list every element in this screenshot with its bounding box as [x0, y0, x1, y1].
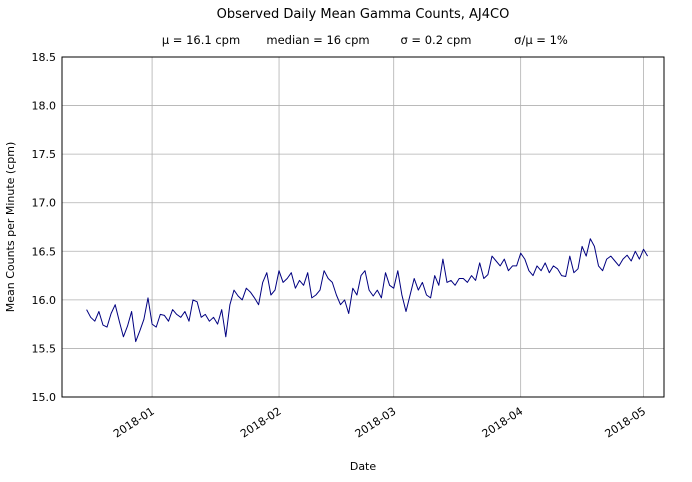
data-layer: [86, 238, 649, 343]
y-tick-label: 17.0: [32, 197, 57, 210]
y-tick-label: 16.5: [32, 245, 57, 258]
plot-frame: [61, 56, 665, 398]
x-tick-label: 2018-01: [111, 405, 157, 441]
grid-layer: [62, 56, 664, 398]
tick-layer: 15.0 15.5 16.0 16.5 17.0 17.5 18.0 18.5 2018-01 2…: [32, 51, 649, 441]
stat-sigma: σ = 0.2 cpm: [400, 33, 471, 47]
stat-sigma-over-mu: σ/μ = 1%: [514, 33, 568, 47]
stat-mean: μ = 16.1 cpm: [162, 33, 240, 47]
x-tick-label: 2018-03: [353, 405, 399, 441]
y-tick-label: 16.0: [32, 294, 57, 307]
x-tick-label: 2018-04: [480, 405, 526, 441]
chart-title: Observed Daily Mean Gamma Counts, AJ4CO: [217, 7, 510, 22]
x-tick-label: 2018-02: [238, 405, 284, 441]
y-axis-label: Mean Counts per Minute (cpm): [4, 142, 17, 313]
y-tick-label: 15.0: [32, 391, 57, 404]
x-tick-label: 2018-05: [603, 405, 649, 441]
y-tick-label: 15.5: [32, 342, 57, 355]
y-tick-label: 17.5: [32, 148, 57, 161]
data-line: [86, 238, 649, 343]
frame-layer: [61, 56, 665, 398]
y-tick-label: 18.0: [32, 100, 57, 113]
stat-median: median = 16 cpm: [266, 33, 369, 47]
x-axis-label: Date: [350, 460, 377, 473]
y-tick-label: 18.5: [32, 51, 57, 64]
